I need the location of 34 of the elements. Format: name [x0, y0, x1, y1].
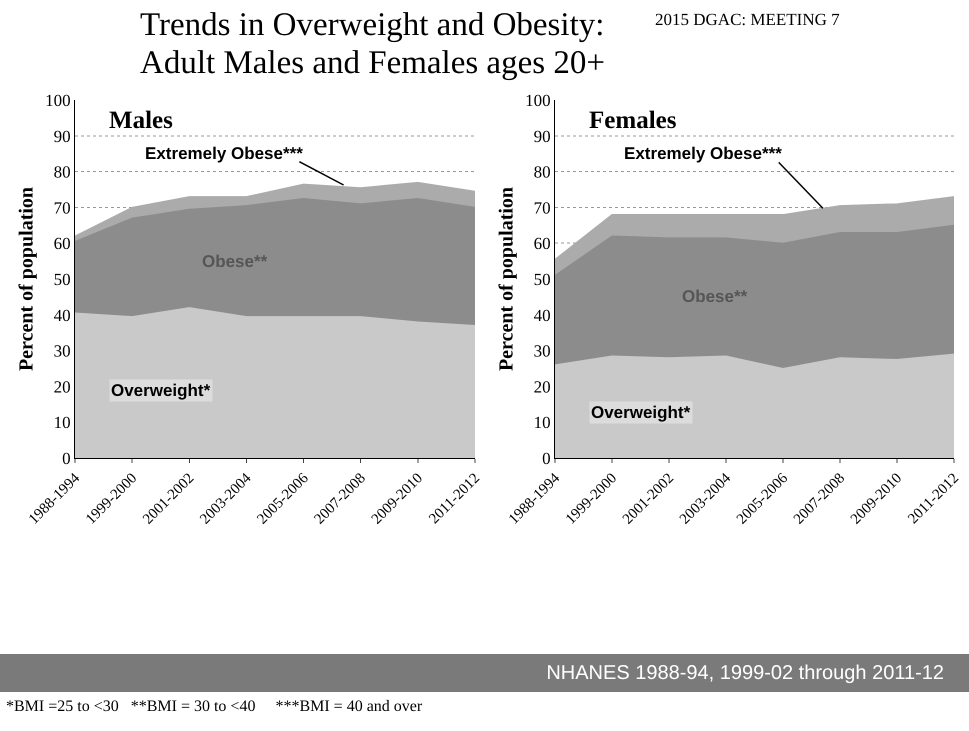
y-tick-label: 70: [534, 198, 551, 218]
text: *BMI =25 to <30 **BMI = 30 to <40 ***BMI = 40 and over: [6, 698, 422, 716]
series-label: Extremely Obese***: [145, 144, 304, 163]
y-tick-label: 90: [54, 126, 71, 146]
text: NHANES 1988-94, 1999-02 through 2011-12: [546, 662, 945, 684]
y-tick-label: 20: [534, 377, 551, 396]
y-tick-label: 20: [54, 377, 71, 396]
y-tick-label: 0: [542, 448, 551, 468]
y-tick-label: 60: [534, 234, 551, 254]
text: 2015 DGAC: MEETING 7: [655, 10, 840, 30]
chart-title: Females: [589, 107, 677, 134]
y-tick-label: 100: [45, 90, 71, 110]
chart-title: Trends in Overweight and Obesity: Adult Males and Females ages 20+: [140, 6, 606, 82]
y-tick-label: 10: [534, 413, 551, 432]
series-label: Overweight*: [111, 381, 211, 400]
y-tick-label: 80: [534, 162, 551, 182]
y-tick-label: 50: [534, 270, 551, 289]
y-tick-label: 30: [54, 342, 71, 361]
y-axis-title: Percent of population: [16, 186, 38, 372]
y-tick-label: 40: [54, 306, 71, 325]
text: Extremely Obese***: [624, 144, 782, 163]
y-tick-label: 30: [534, 342, 551, 361]
y-tick-label: 10: [54, 413, 71, 432]
y-tick-label: 90: [534, 126, 551, 146]
y-tick-label: 70: [54, 198, 71, 218]
chart-subtitle: Males: [109, 107, 174, 134]
y-tick-label: 60: [54, 234, 71, 254]
y-tick-label: 50: [54, 270, 71, 289]
y-axis-title: Percent of population: [496, 186, 518, 372]
y-tick-label: 40: [534, 306, 551, 325]
y-tick-label: 0: [62, 448, 71, 468]
y-tick-label: 100: [525, 90, 551, 110]
y-tick-label: 80: [54, 162, 71, 182]
series-label: Overweight*: [591, 403, 691, 422]
